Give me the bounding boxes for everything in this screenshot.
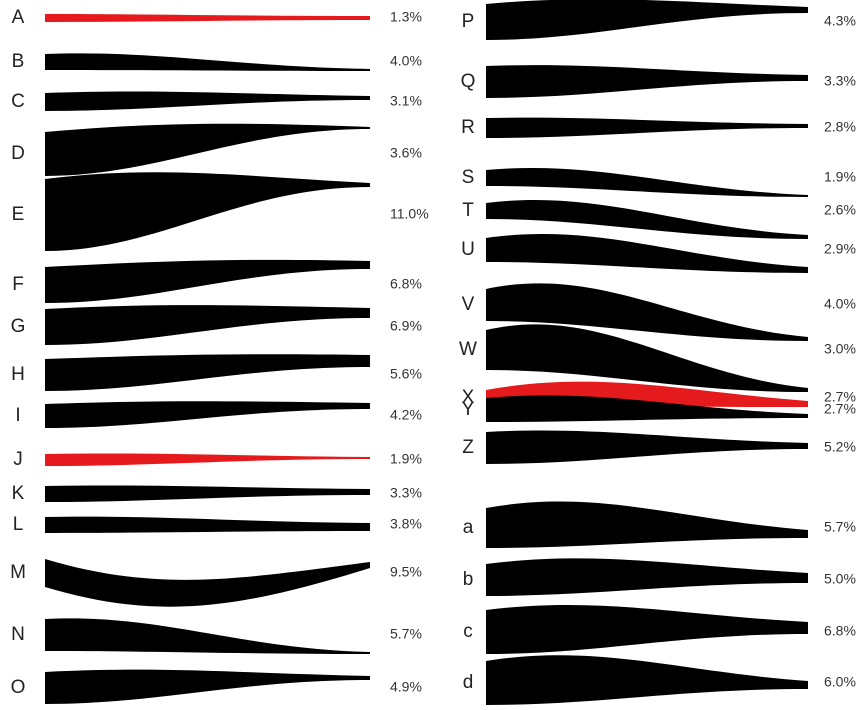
item-label: M xyxy=(10,562,26,583)
item-label: H xyxy=(11,364,25,385)
item-percent: 5.0% xyxy=(824,571,856,587)
item-percent: 3.8% xyxy=(390,516,422,532)
item-label: P xyxy=(462,11,475,32)
item-percent: 2.8% xyxy=(824,119,856,135)
item-label: Z xyxy=(462,437,474,458)
silhouette xyxy=(486,118,808,138)
item-label: L xyxy=(13,514,24,535)
item-label: U xyxy=(461,239,475,260)
item-label: B xyxy=(12,51,25,72)
item-label: c xyxy=(463,621,473,642)
silhouette xyxy=(486,234,808,273)
item-percent: 4.2% xyxy=(390,407,422,423)
silhouette xyxy=(45,53,370,71)
item-percent: 6.8% xyxy=(824,623,856,639)
item-percent: 5.2% xyxy=(824,439,856,455)
item-label: T xyxy=(462,200,474,221)
item-label: J xyxy=(13,449,23,470)
item-label: d xyxy=(463,672,474,693)
item-percent: 2.9% xyxy=(824,241,856,257)
item-label: E xyxy=(12,204,25,225)
item-label: Y xyxy=(462,399,475,420)
silhouette xyxy=(45,260,370,303)
item-percent: 2.7% xyxy=(824,401,856,417)
item-percent: 5.6% xyxy=(390,366,422,382)
silhouette xyxy=(45,354,370,391)
item-percent: 3.0% xyxy=(824,341,856,357)
silhouette xyxy=(45,305,370,345)
item-percent: 3.3% xyxy=(824,73,856,89)
silhouette xyxy=(486,558,808,596)
silhouette xyxy=(45,453,370,466)
item-label: W xyxy=(459,339,477,360)
silhouette xyxy=(486,502,808,548)
item-percent: 1.9% xyxy=(390,451,422,467)
item-percent: 2.6% xyxy=(824,202,856,218)
item-label: S xyxy=(462,167,475,188)
item-label: R xyxy=(461,117,475,138)
silhouette xyxy=(45,485,370,502)
item-percent: 4.0% xyxy=(824,296,856,312)
item-label: N xyxy=(11,624,25,645)
item-percent: 4.9% xyxy=(390,679,422,695)
silhouette xyxy=(486,605,808,654)
item-percent: 5.7% xyxy=(390,626,422,642)
item-label: b xyxy=(463,569,474,590)
item-percent: 6.9% xyxy=(390,318,422,334)
item-label: V xyxy=(462,294,475,315)
item-label: D xyxy=(11,143,25,164)
item-label: G xyxy=(11,316,26,337)
item-percent: 6.0% xyxy=(824,674,856,690)
silhouette xyxy=(486,0,808,40)
item-label: O xyxy=(11,677,26,698)
silhouette xyxy=(45,401,370,428)
silhouette xyxy=(486,200,808,239)
item-label: a xyxy=(463,517,474,538)
silhouette xyxy=(486,168,808,197)
item-label: K xyxy=(12,483,25,504)
item-percent: 1.9% xyxy=(824,169,856,185)
item-percent: 5.7% xyxy=(824,519,856,535)
figure: A 1.3% B 4.0% C 3.1% D 3.6% E 11.0% F 6.8% G 6.9% H 5.6… xyxy=(0,0,867,710)
silhouette xyxy=(45,559,370,607)
silhouette xyxy=(45,517,370,533)
silhouette xyxy=(45,172,370,251)
item-label: F xyxy=(12,274,24,295)
item-percent: 4.0% xyxy=(390,53,422,69)
silhouette xyxy=(486,431,808,464)
item-label: I xyxy=(15,405,20,426)
silhouette xyxy=(486,65,808,98)
silhouette xyxy=(45,670,370,704)
silhouette xyxy=(45,618,370,654)
item-label: Q xyxy=(461,71,476,92)
item-percent: 3.3% xyxy=(390,485,422,501)
item-percent: 11.0% xyxy=(390,206,429,222)
item-label: C xyxy=(11,91,25,112)
silhouette xyxy=(45,124,370,176)
item-percent: 4.3% xyxy=(824,13,856,29)
item-percent: 3.6% xyxy=(390,145,422,161)
silhouette xyxy=(45,91,370,111)
item-percent: 1.3% xyxy=(390,9,422,25)
silhouette xyxy=(486,655,808,705)
item-percent: 6.8% xyxy=(390,276,422,292)
item-label: A xyxy=(12,7,25,28)
item-percent: 9.5% xyxy=(390,564,422,580)
item-percent: 3.1% xyxy=(390,93,422,109)
silhouette xyxy=(45,14,370,22)
